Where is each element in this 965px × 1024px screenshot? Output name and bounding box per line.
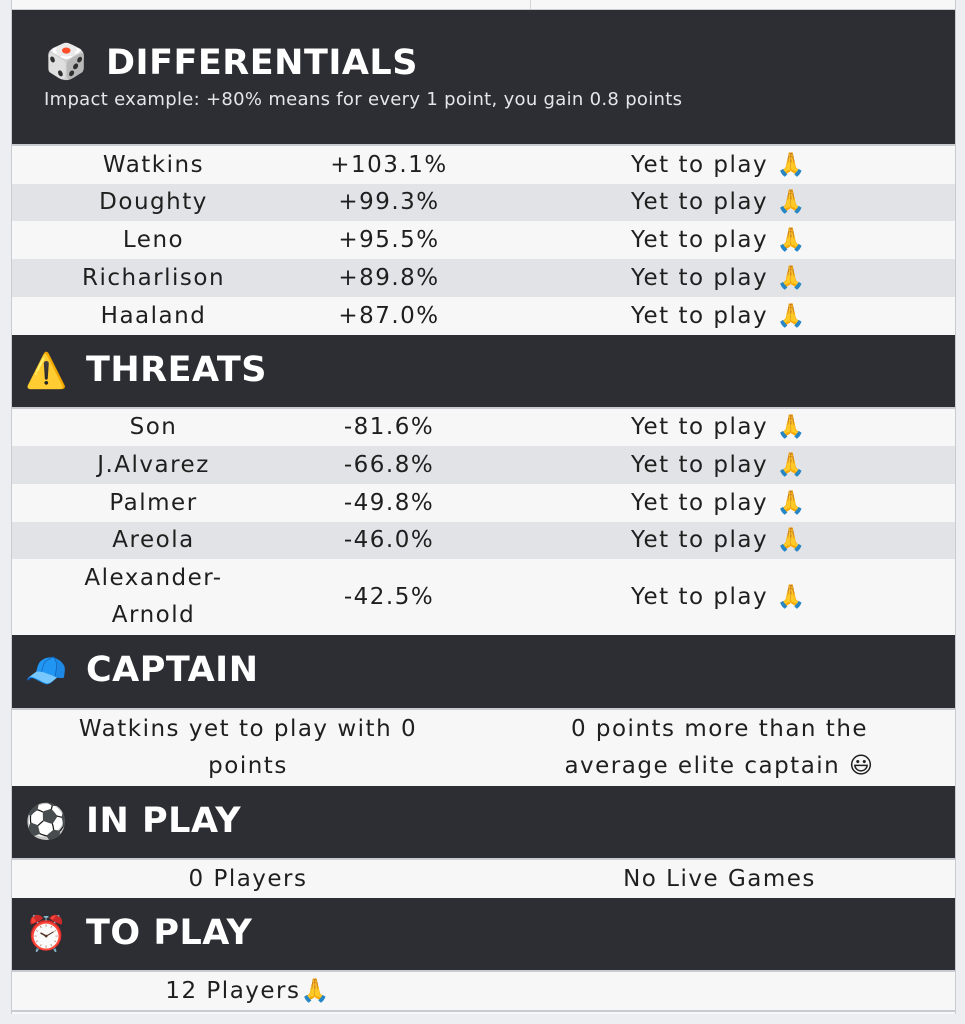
divider-line — [12, 970, 955, 972]
play-status: Yet to play 🙏 — [630, 302, 808, 329]
football-icon: ⚽ — [25, 802, 68, 842]
differentials-subtitle: Impact example: +80% means for every 1 p… — [44, 89, 683, 110]
threats-table: Son -81.6% Yet to play 🙏 J.Alvarez -66.8… — [12, 409, 955, 635]
divider-line — [12, 858, 955, 860]
play-status: Yet to play 🙏 — [630, 583, 808, 610]
column-divider — [530, 0, 531, 9]
player-name: Alexander-Arnold — [84, 565, 223, 628]
table-row: Watkins +103.1% Yet to play 🙏 — [12, 146, 955, 184]
differentials-table: Watkins +103.1% Yet to play 🙏 Doughty +9… — [12, 146, 955, 335]
to-play-info: 12 Players🙏 — [12, 972, 955, 1010]
table-row: Alexander-Arnold -42.5% Yet to play 🙏 — [12, 559, 955, 635]
divider-line — [12, 144, 955, 146]
impact-value: -66.8% — [343, 451, 435, 478]
player-name: Doughty — [99, 189, 208, 215]
play-status: Yet to play 🙏 — [630, 451, 808, 478]
play-status: Yet to play 🙏 — [630, 264, 808, 291]
play-status: Yet to play 🙏 — [630, 151, 808, 178]
alarm-clock-icon: ⏰ — [25, 914, 68, 954]
to-play-title: TO PLAY — [86, 913, 253, 953]
play-status: Yet to play 🙏 — [630, 414, 808, 440]
player-name: Haaland — [100, 302, 207, 329]
top-strip — [12, 0, 955, 10]
in-play-players: 0 Players — [188, 865, 308, 892]
differentials-title: DIFFERENTIALS — [106, 43, 418, 83]
impact-value: +99.3% — [338, 189, 440, 215]
table-row: Haaland +87.0% Yet to play 🙏 — [12, 297, 955, 335]
dice-icon: 🎲 — [45, 42, 88, 82]
divider-line — [12, 708, 955, 710]
table-row: Doughty +99.3% Yet to play 🙏 — [12, 184, 955, 221]
divider-line — [12, 407, 955, 409]
captain-info: Watkins yet to play with 0 points 0 poin… — [12, 710, 955, 786]
impact-value: -46.0% — [343, 527, 435, 553]
player-name: Areola — [112, 527, 195, 553]
table-row: Areola -46.0% Yet to play 🙏 — [12, 522, 955, 559]
player-name: J.Alvarez — [97, 451, 210, 478]
play-status: Yet to play 🙏 — [630, 489, 808, 516]
cap-icon: 🧢 — [25, 651, 68, 691]
table-row: J.Alvarez -66.8% Yet to play 🙏 — [12, 446, 955, 484]
threats-header: ⚠️ THREATS — [12, 335, 955, 407]
captain-status: Watkins yet to play with 0 points — [78, 716, 418, 779]
in-play-info: 0 Players No Live Games — [12, 860, 955, 898]
impact-value: -81.6% — [343, 414, 435, 440]
play-status: Yet to play 🙏 — [630, 527, 808, 553]
player-name: Son — [129, 414, 178, 440]
play-status: Yet to play 🙏 — [630, 226, 808, 253]
captain-header: 🧢 CAPTAIN — [12, 635, 955, 708]
table-row: Leno +95.5% Yet to play 🙏 — [12, 221, 955, 259]
captain-row: Watkins yet to play with 0 points 0 poin… — [12, 710, 955, 786]
player-name: Leno — [122, 226, 185, 253]
in-play-row: 0 Players No Live Games — [12, 860, 955, 898]
to-play-row: 12 Players🙏 — [12, 972, 955, 1010]
impact-value: +103.1% — [330, 151, 448, 178]
captain-title: CAPTAIN — [86, 650, 259, 690]
impact-value: -49.8% — [343, 489, 435, 516]
in-play-title: IN PLAY — [86, 801, 242, 841]
impact-value: +87.0% — [338, 302, 440, 329]
differentials-header: 🎲 DIFFERENTIALS Impact example: +80% mea… — [12, 10, 955, 144]
play-status: Yet to play 🙏 — [630, 189, 808, 215]
player-name: Watkins — [102, 151, 205, 178]
live-games-status: No Live Games — [623, 865, 816, 892]
table-row: Son -81.6% Yet to play 🙏 — [12, 409, 955, 446]
threats-title: THREATS — [86, 350, 267, 390]
player-name: Palmer — [109, 489, 198, 516]
captain-comparison: 0 points more than the average elite cap… — [564, 716, 875, 779]
to-play-players: 12 Players🙏 — [165, 977, 331, 1004]
divider-line — [12, 1010, 955, 1012]
table-row: Richarlison +89.8% Yet to play 🙏 — [12, 259, 955, 297]
impact-value: +95.5% — [338, 226, 440, 253]
in-play-header: ⚽ IN PLAY — [12, 786, 955, 858]
to-play-header: ⏰ TO PLAY — [12, 898, 955, 970]
player-name: Richarlison — [81, 264, 226, 291]
impact-value: +89.8% — [338, 264, 440, 291]
warning-icon: ⚠️ — [25, 351, 68, 391]
table-row: Palmer -49.8% Yet to play 🙏 — [12, 484, 955, 522]
impact-value: -42.5% — [343, 583, 435, 610]
fpl-live-summary-panel: 🎲 DIFFERENTIALS Impact example: +80% mea… — [11, 0, 956, 1014]
